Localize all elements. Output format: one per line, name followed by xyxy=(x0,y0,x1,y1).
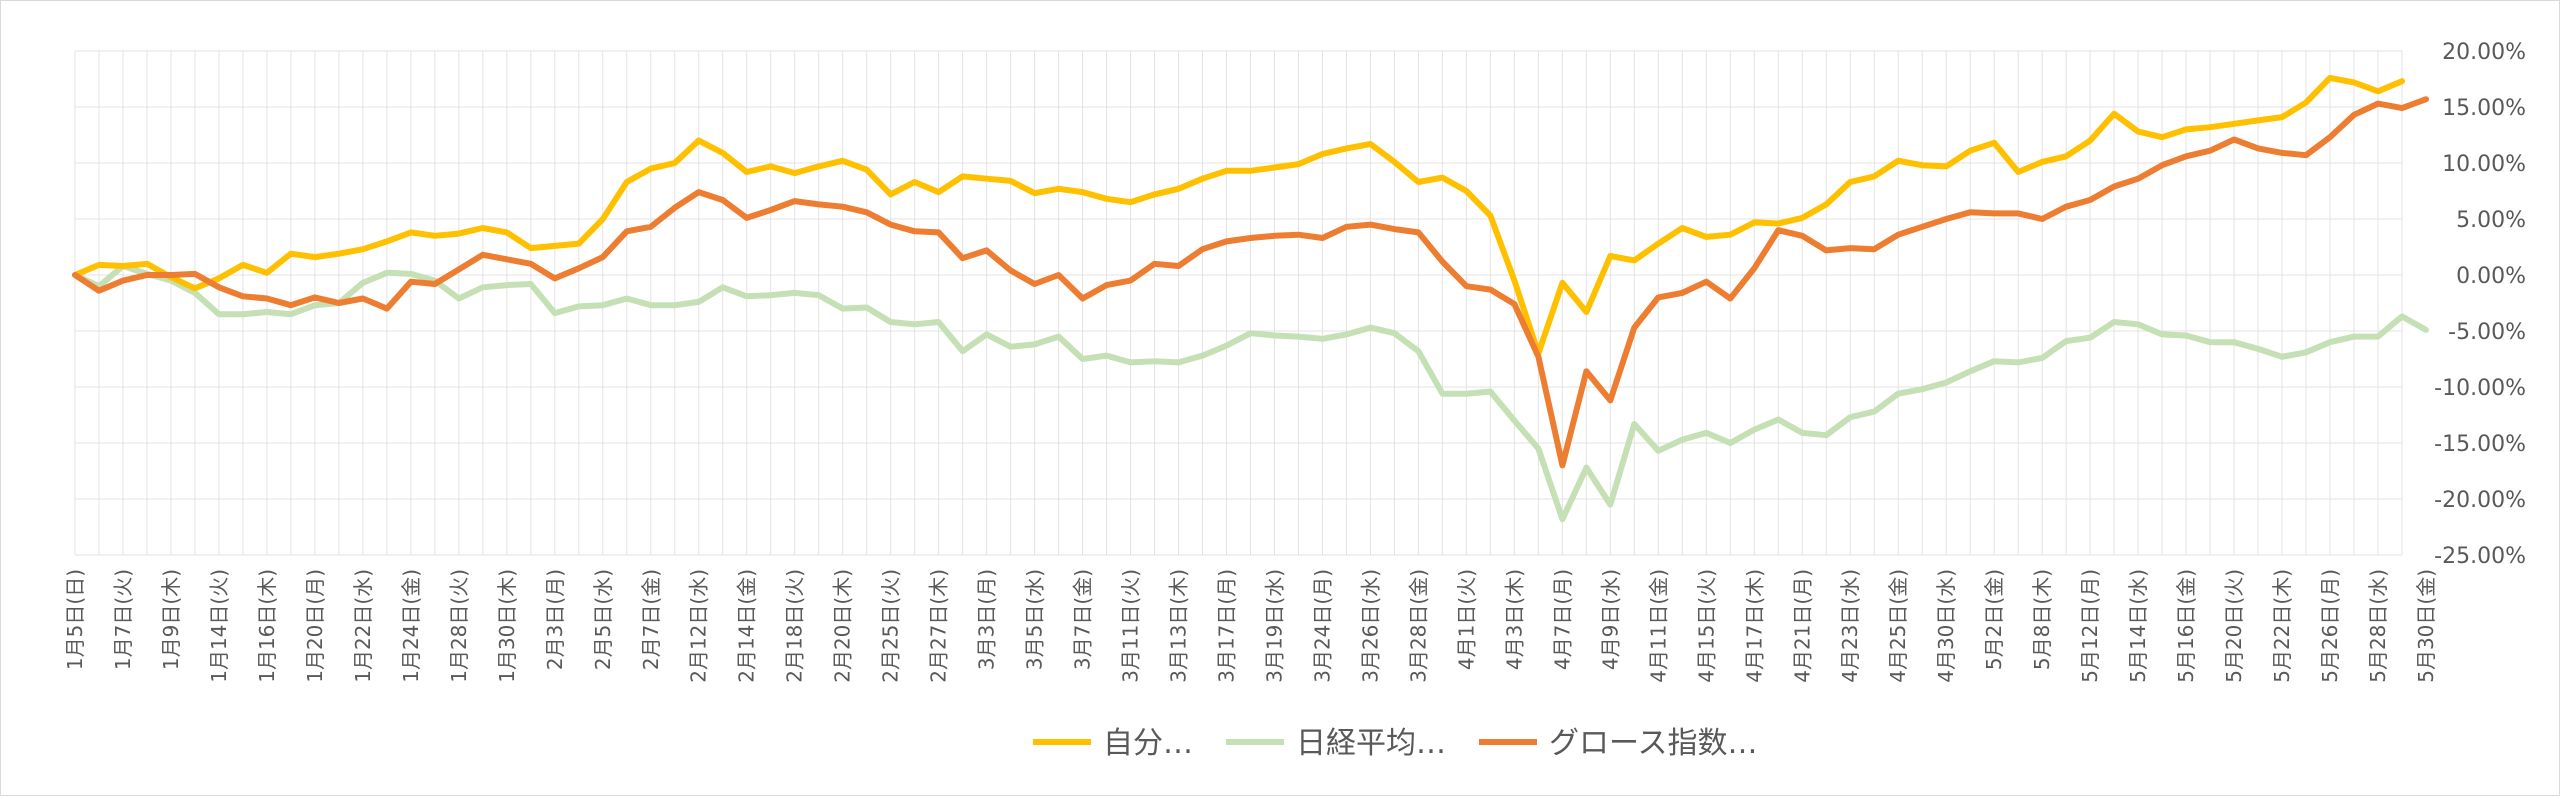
x-tick-label: 3月7日(金) xyxy=(1071,569,1095,670)
x-tick-label: 2月20日(木) xyxy=(831,569,855,683)
x-tick-label: 1月7日(火) xyxy=(111,569,135,670)
x-tick-label: 3月3日(月) xyxy=(975,569,999,670)
x-tick-label: 1月22日(水) xyxy=(351,569,375,683)
legend: 自分… 日経平均… グロース指数… xyxy=(1033,726,1758,761)
x-tick-label: 3月24日(月) xyxy=(1311,569,1335,683)
y-tick-label: 15.00% xyxy=(2442,96,2526,121)
legend-label-1: 自分… xyxy=(1103,726,1193,761)
series-line-3 xyxy=(72,96,2429,469)
x-tick-label: 3月11日(火) xyxy=(1119,569,1143,683)
x-tick-label: 1月14日(火) xyxy=(207,569,231,683)
x-tick-label: 5月20日(火) xyxy=(2222,569,2246,683)
y-tick-label: 5.00% xyxy=(2456,208,2526,233)
x-tick-label: 4月7日(月) xyxy=(1550,569,1574,670)
x-tick-label: 2月3日(月) xyxy=(543,569,567,670)
x-tick-label: 1月30日(木) xyxy=(495,569,519,683)
y-tick-label: -5.00% xyxy=(2448,320,2526,345)
x-tick-label: 4月3日(木) xyxy=(1502,569,1526,670)
x-tick-label: 4月1日(火) xyxy=(1454,569,1478,670)
y-tick-label: -25.00% xyxy=(2434,544,2526,569)
x-tick-label: 5月16日(金) xyxy=(2174,569,2198,683)
x-tick-label: 5月22日(木) xyxy=(2270,569,2294,683)
x-tick-label: 4月23日(水) xyxy=(1838,569,1862,683)
x-tick-label: 3月5日(水) xyxy=(1023,569,1047,670)
series-line-2 xyxy=(72,263,2429,523)
x-tick-label: 1月28日(火) xyxy=(447,569,471,683)
x-axis-ticks: 1月5日(日) 1月7日(火) 1月9日(木) 1月14日(火) 1月16日(木) 1月2… xyxy=(63,569,2438,683)
x-tick-label: 3月17日(月) xyxy=(1215,569,1239,683)
x-tick-label: 4月15日(火) xyxy=(1694,569,1718,683)
legend-label-3: グロース指数… xyxy=(1549,726,1758,761)
y-axis-ticks: 20.00% 15.00% 10.00% 5.00% 0.00% -5.00% -10.00… xyxy=(2434,40,2526,569)
legend-label-2: 日経平均… xyxy=(1296,726,1446,761)
vertical-grid xyxy=(74,51,2403,555)
x-tick-label: 3月26日(水) xyxy=(1358,569,1382,683)
x-tick-label: 5月28日(水) xyxy=(2366,569,2390,683)
x-tick-label: 2月14日(金) xyxy=(735,569,759,683)
y-tick-label: 0.00% xyxy=(2456,264,2526,289)
x-tick-label: 1月9日(木) xyxy=(159,569,183,670)
x-tick-label: 5月2日(金) xyxy=(1982,569,2006,670)
x-tick-label: 5月12日(月) xyxy=(2078,569,2102,683)
y-tick-label: -20.00% xyxy=(2434,488,2526,513)
horizontal-grid xyxy=(75,50,2402,556)
x-tick-label: 2月18日(火) xyxy=(783,569,807,683)
x-tick-label: 4月21日(月) xyxy=(1790,569,1814,683)
x-tick-label: 5月8日(木) xyxy=(2030,569,2054,670)
x-tick-label: 2月27日(木) xyxy=(927,569,951,683)
x-tick-label: 2月25日(火) xyxy=(879,569,903,683)
x-tick-label: 4月25日(金) xyxy=(1886,569,1910,683)
x-tick-label: 4月11日(金) xyxy=(1646,569,1670,683)
x-tick-label: 4月17日(木) xyxy=(1742,569,1766,683)
y-tick-label: -15.00% xyxy=(2434,432,2526,457)
x-tick-label: 3月19日(水) xyxy=(1263,569,1287,683)
x-tick-label: 1月5日(日) xyxy=(63,569,87,670)
x-tick-label: 4月30日(水) xyxy=(1934,569,1958,683)
x-tick-label: 1月20日(月) xyxy=(303,569,327,683)
y-tick-label: 20.00% xyxy=(2442,40,2526,65)
x-tick-label: 2月5日(水) xyxy=(591,569,615,670)
x-tick-label: 3月28日(金) xyxy=(1406,569,1430,683)
x-tick-label: 5月30日(金) xyxy=(2414,569,2438,683)
x-tick-label: 5月14日(水) xyxy=(2126,569,2150,683)
series-lines xyxy=(72,74,2429,523)
x-tick-label: 1月16日(木) xyxy=(255,569,279,683)
x-tick-label: 3月13日(木) xyxy=(1167,569,1191,683)
y-tick-label: -10.00% xyxy=(2434,376,2526,401)
x-tick-label: 5月26日(月) xyxy=(2318,569,2342,683)
y-tick-label: 10.00% xyxy=(2442,152,2526,177)
x-tick-label: 4月9日(水) xyxy=(1598,569,1622,670)
series-line-1 xyxy=(72,74,2405,357)
x-tick-label: 2月7日(金) xyxy=(639,569,663,670)
x-tick-label: 1月24日(金) xyxy=(399,569,423,683)
x-tick-label: 2月12日(水) xyxy=(687,569,711,683)
